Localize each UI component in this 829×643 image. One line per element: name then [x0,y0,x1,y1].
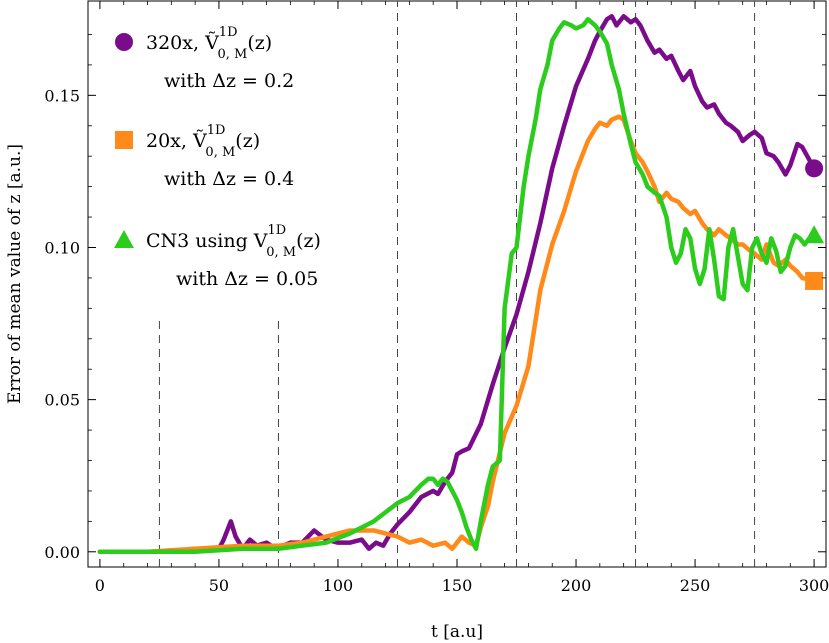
x-axis-ticks: 0 50 100 150 200 250 300 [95,1,829,595]
end-marker-320x [805,159,824,178]
x-tick-label: 250 [680,576,711,595]
legend-detail-20x: with Δz = 0.4 [164,168,294,190]
legend-label-320x: 320x, Ṽ1D 0, M(z) [146,25,272,62]
x-tick-label: 100 [323,576,354,595]
legend-marker-320x [115,33,133,51]
legend-marker-20x [115,131,133,149]
y-tick-label: 0.00 [44,543,80,562]
x-tick-label: 300 [799,576,829,595]
legend-marker-cn3 [114,230,134,248]
x-tick-label: 150 [442,576,473,595]
series-line-cn3 [97,17,817,555]
legend-detail-cn3: with Δz = 0.05 [176,268,318,290]
dashed-reference-lines [158,1,756,567]
end-marker-cn3 [804,225,825,244]
x-tick-label: 200 [561,576,592,595]
x-tick-label: 50 [209,576,229,595]
y-axis-ticks: 0.00 0.05 0.10 0.15 [44,34,826,562]
y-axis-label: Error of mean value of z [a.u.] [5,144,25,404]
legend-label-cn3: CN3 using V1D 0, M(z) [146,223,321,260]
end-marker-20x [805,271,824,290]
y-tick-label: 0.15 [44,86,80,105]
series-group [97,13,817,555]
end-markers [804,159,825,290]
x-tick-label: 0 [95,576,105,595]
x-axis-label: t [a.u] [431,622,483,642]
legend-label-20x: 20x, Ṽ1D 0, M(z) [146,123,260,160]
legend: 320x, Ṽ1D 0, M(z) with Δz = 0.2 20x, Ṽ1D 0, … [114,25,321,290]
y-tick-label: 0.05 [44,391,80,410]
y-tick-label: 0.10 [44,238,80,257]
series-line-20x [97,114,817,555]
legend-detail-320x: with Δz = 0.2 [164,70,294,92]
